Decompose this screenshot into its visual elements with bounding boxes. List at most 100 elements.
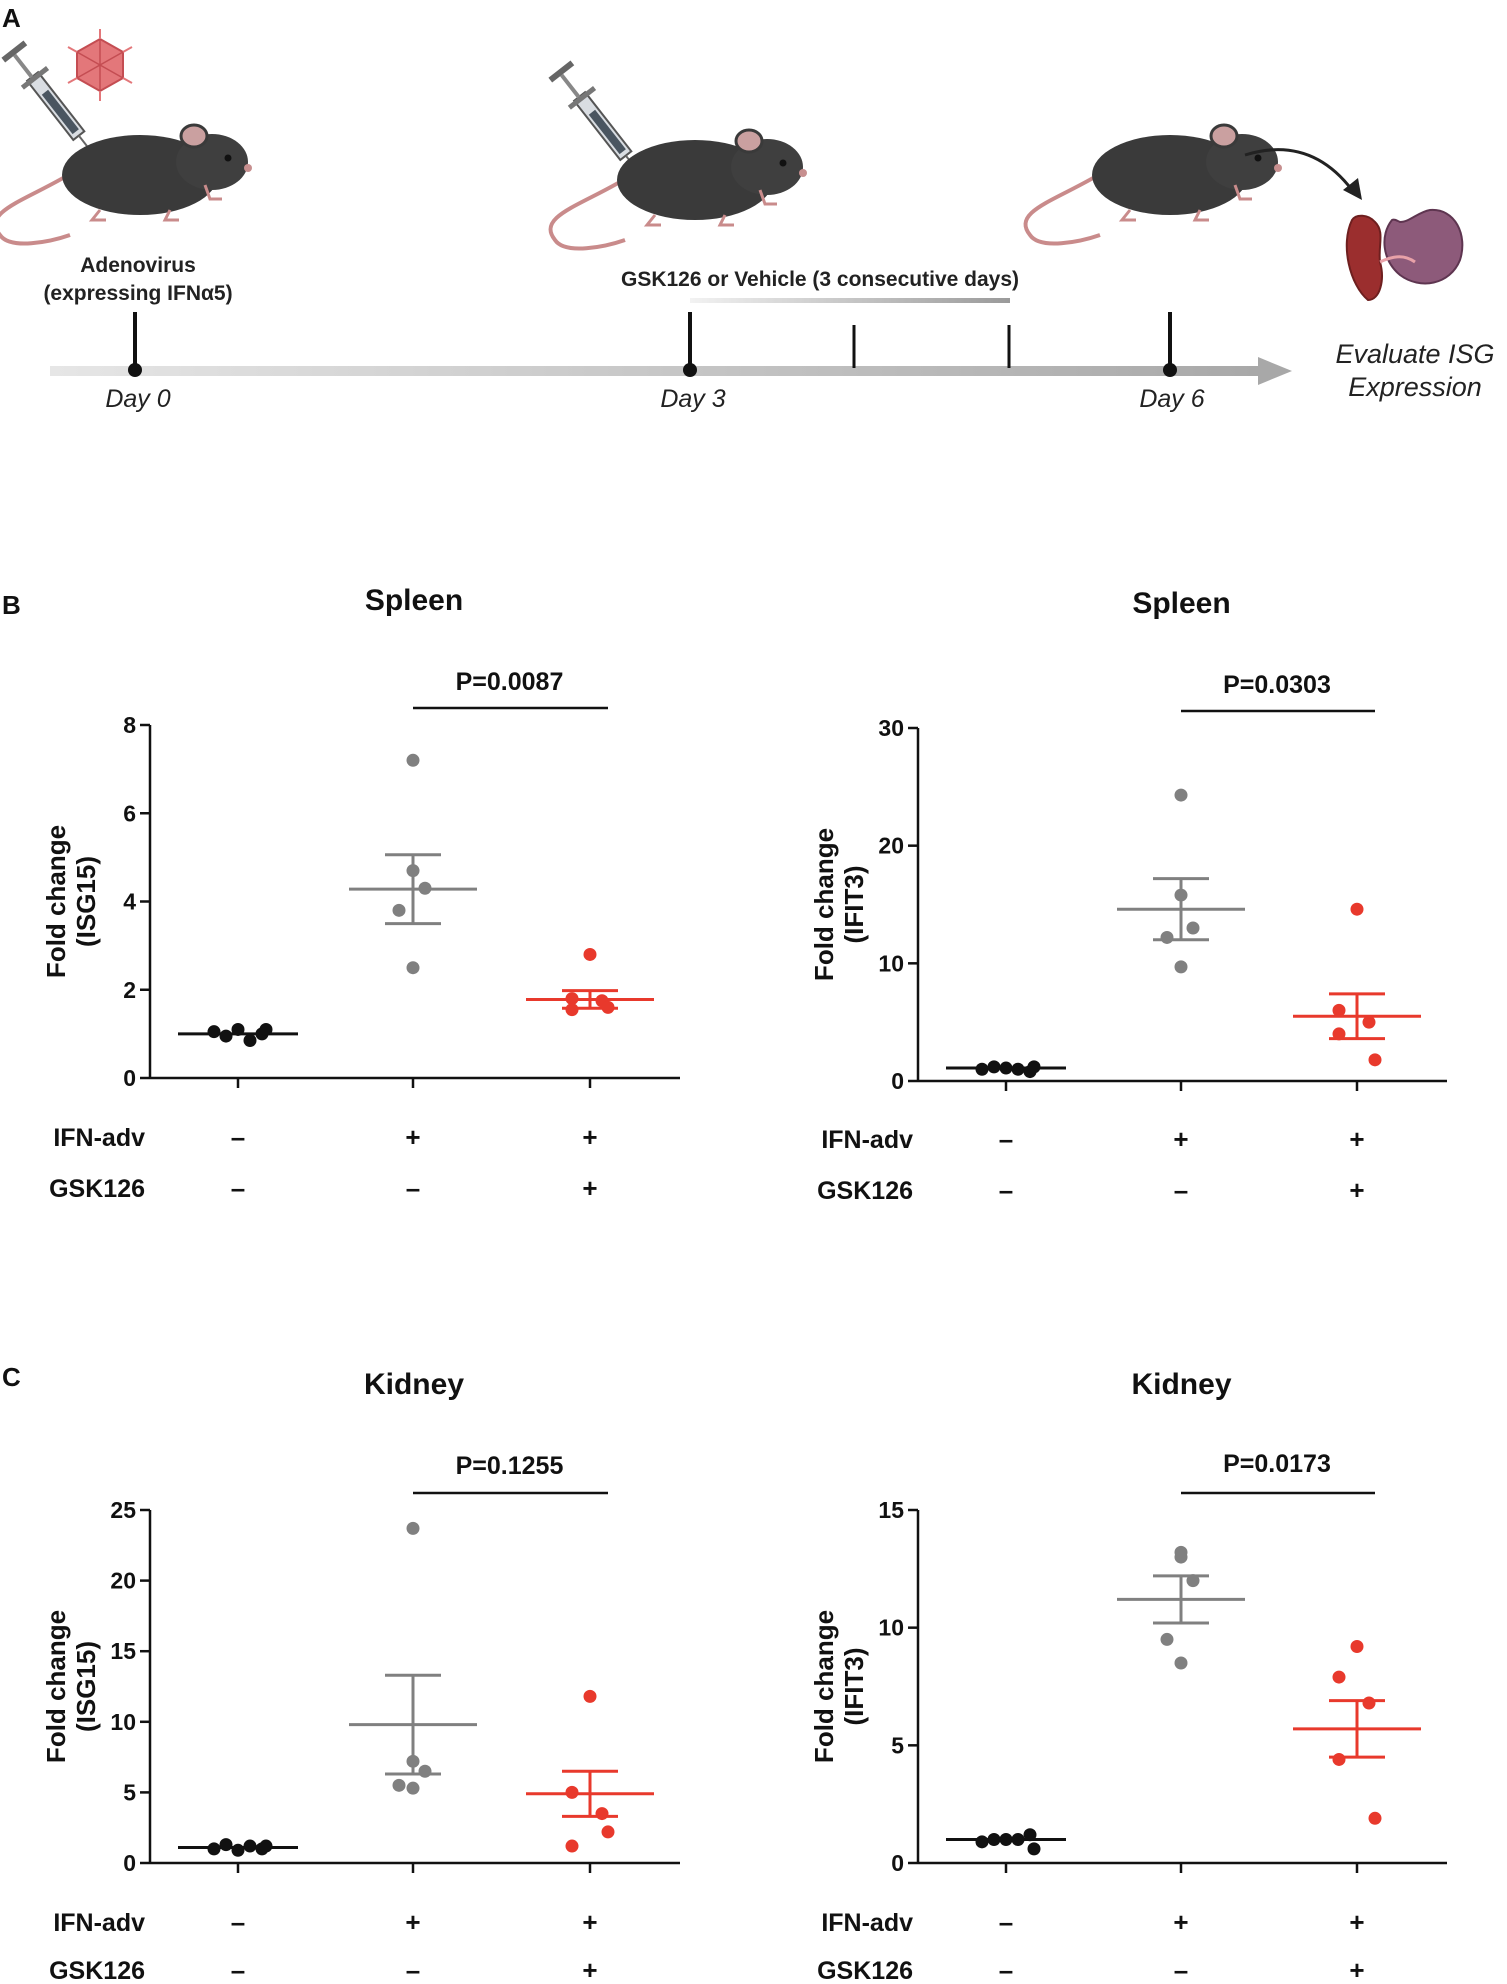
y-tick-label: 10 [110,1709,136,1735]
data-point [1174,1656,1188,1670]
y-tick-label: 20 [110,1568,136,1594]
condition-sign: + [1173,1907,1188,1937]
condition-sign: – [999,1907,1013,1937]
y-tick-label: 0 [891,1850,904,1876]
curved-arrow-icon [1244,148,1354,191]
condition-label: GSK126 [817,1957,913,1984]
data-point [975,1062,989,1076]
data-point [999,1061,1013,1075]
panel-letter-a: A [2,3,21,33]
condition-sign: + [582,1955,597,1984]
data-point [1174,960,1188,974]
y-tick-label: 15 [878,1497,904,1523]
panel-letter-c: C [2,1362,21,1392]
data-point [1027,1060,1041,1074]
chart-kidney-ifit3: Kidney 0 5 10 15 Fold change (IFIT3) P=0.0173 IF… [809,1368,1447,1984]
condition-sign: + [582,1907,597,1937]
condition-sign: – [999,1955,1013,1984]
condition-sign: + [405,1907,420,1937]
data-point [1332,1003,1346,1017]
y-tick-label: 5 [891,1732,904,1758]
condition-label: GSK126 [49,1957,145,1984]
condition-label: GSK126 [817,1177,913,1205]
y-axis-label: (IFIT3) [839,866,869,944]
y-tick-label: 25 [110,1497,136,1523]
data-point [207,1025,221,1039]
data-point [565,1785,579,1799]
condition-sign: + [582,1173,597,1203]
data-point [1023,1828,1037,1842]
y-axis-label: Fold change [809,828,839,981]
day-label: Day 3 [660,385,725,413]
y-tick-label: 0 [123,1850,136,1876]
condition-label: IFN-adv [821,1126,913,1154]
data-point [406,1754,420,1768]
y-tick-label: 4 [123,889,136,915]
panel-letter-b: B [2,590,21,620]
data-point [601,1000,615,1014]
data-point [1174,788,1188,802]
condition-sign: + [1349,1175,1364,1205]
evaluate-label: Evaluate ISG [1335,339,1494,369]
arrow-head-icon [1343,178,1362,200]
data-point [1332,1752,1346,1766]
y-axis-label: Fold change [41,825,71,978]
data-point [406,864,420,878]
mouse-icon [1023,123,1284,246]
day-label: Day 6 [1139,385,1204,413]
chart-title: Kidney [364,1368,464,1401]
condition-sign: – [1174,1175,1188,1205]
condition-sign: + [1173,1124,1188,1154]
data-point [565,1839,579,1853]
data-point [1011,1832,1025,1846]
y-tick-label: 6 [123,800,136,826]
y-axis-label: Fold change [41,1610,71,1763]
day-label: Day 0 [105,385,170,413]
day3-dot [683,363,697,377]
condition-label: GSK126 [49,1175,145,1203]
data-point [1362,1696,1376,1710]
day6-dot [1163,363,1177,377]
data-point [1160,930,1174,944]
treatment-label: GSK126 or Vehicle (3 consecutive days) [621,268,1019,291]
data-point [565,1003,579,1017]
y-tick-label: 10 [878,950,904,976]
data-point [1332,1027,1346,1041]
data-point [392,903,406,917]
data-point [601,1825,615,1839]
mouse-icon [0,123,255,246]
y-tick-label: 8 [123,712,136,738]
p-value-label: P=0.1255 [456,1452,564,1480]
chart-spleen-isg15: Spleen 0 2 4 6 8 Fold change (ISG15) P=0.0087 IFN… [41,584,680,1203]
data-point [1368,1811,1382,1825]
data-point [406,1781,420,1795]
condition-sign: – [999,1175,1013,1205]
condition-sign: – [231,1173,245,1203]
data-point [418,881,432,895]
y-tick-label: 15 [110,1638,136,1664]
data-point [583,947,597,961]
data-point [595,1807,609,1821]
data-point [1174,888,1188,902]
condition-sign: – [999,1124,1013,1154]
y-tick-label: 2 [123,977,136,1003]
data-point [999,1832,1013,1846]
organs-icon [1345,208,1464,302]
p-value-label: P=0.0087 [456,668,564,696]
condition-sign: – [231,1955,245,1984]
adenovirus-sublabel: (expressing IFNα5) [43,282,232,305]
p-value-label: P=0.0173 [1223,1450,1331,1478]
data-point [392,1778,406,1792]
evaluate-sublabel: Expression [1348,372,1482,402]
day0-dot [128,363,142,377]
condition-sign: – [406,1955,420,1984]
y-axis-label: (ISG15) [71,856,101,947]
chart-title: Kidney [1131,1368,1231,1401]
condition-label: IFN-adv [53,1909,145,1937]
data-point [207,1842,221,1856]
condition-sign: + [1349,1955,1364,1984]
condition-sign: + [582,1122,597,1152]
data-point [231,1022,245,1036]
treatment-bar [690,298,1010,303]
condition-label: IFN-adv [53,1124,145,1152]
